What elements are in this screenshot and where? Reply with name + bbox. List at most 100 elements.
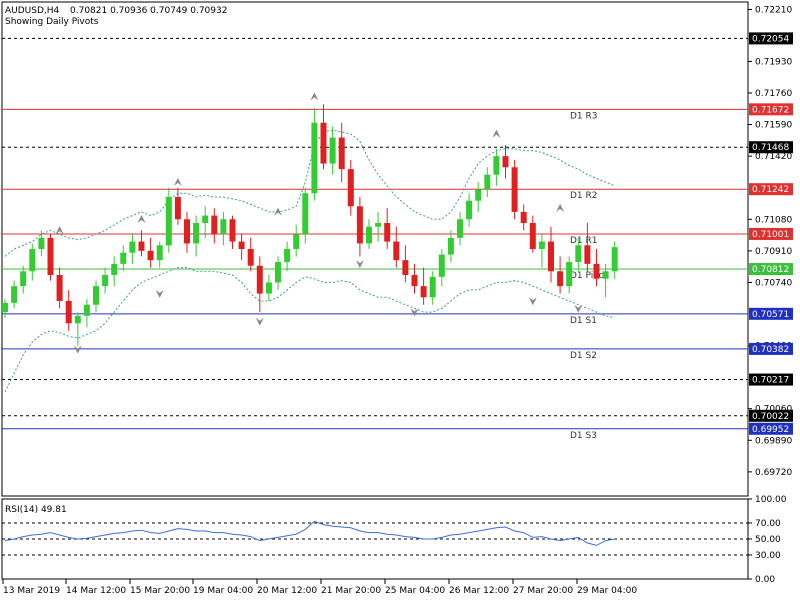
fractal-down-marker [255,317,264,326]
candle-body [466,200,473,220]
pivot-level-label: 0.70382 [752,345,789,355]
candle-body [120,252,127,264]
candle-body [2,302,8,313]
pivot-level-tag [749,263,793,276]
dashed-level-label: 0.71468 [752,143,789,153]
time-tick-label: 27 Mar 20:00 [513,586,573,596]
candle-body [256,265,263,294]
candle-body [502,156,509,168]
candle-body [202,215,209,223]
candle-body [111,263,118,275]
fractal-up-marker [173,177,182,186]
price-tick-label: 0.72210 [755,5,792,15]
time-tick-label: 19 Mar 04:00 [193,586,253,596]
candle-body [611,247,618,272]
candle-body [247,249,254,266]
price-tick-label: 0.69890 [755,436,792,446]
pivot-level-label: 0.71242 [752,185,789,195]
candle-body [83,304,90,316]
price-tick-label: 0.70910 [755,247,792,257]
dashed-level-tag [749,373,793,386]
fractal-down-marker [574,304,583,313]
candle-body [557,271,564,287]
fractal-down-marker [73,345,82,354]
pivot-level-tag [749,422,793,435]
candle-body [238,241,245,249]
candle-body [93,286,99,305]
candle-body [602,271,609,279]
pivot-level-tag [749,307,793,320]
time-tick-label: 21 Mar 20:00 [321,586,381,596]
time-tick-label: 13 Mar 2019 [3,586,60,596]
candle-body [584,245,591,264]
candle-body [375,223,382,227]
pivot-level-name: D1 S2 [570,351,597,361]
pivot-levels: D1 R3 D1 R2 D1 R1 D1 Pivot D1 S1 D1 S2 D1 S3 [2,37,748,441]
pivot-level-label: 0.71672 [752,105,789,115]
candle-body [147,250,154,261]
price-tick-label: 0.71930 [755,57,792,67]
candle-body [447,237,454,255]
candle-body [575,245,582,262]
candle-body [129,241,136,253]
candle-body [275,262,281,283]
candle-body [74,315,81,324]
time-tick-label: 15 Mar 20:00 [130,586,190,596]
time-tick-label: 25 Mar 04:00 [385,586,445,596]
candle-body [320,122,327,164]
dashed-level-tag [749,141,793,154]
fractal-up-marker [137,215,146,223]
fractal-down-marker [528,297,537,306]
candle-body [420,286,427,298]
rsi-line [4,520,615,546]
lower-band-line [4,267,615,393]
upper-band-line [4,129,615,257]
candle-body [457,219,463,238]
rsi-tick-label: 50.00 [755,535,781,545]
price-tick-label: 0.71590 [755,121,792,131]
pivot-level-name: D1 S3 [570,431,597,441]
candle-body [520,211,527,223]
pivot-level-tag [749,183,793,196]
fractal-down-marker [410,308,419,317]
pivot-level-tag [749,103,793,116]
candle-body [56,275,63,301]
candle-body [429,276,436,298]
candle-body [293,234,300,249]
candle-body [356,206,363,244]
candle-body [366,226,372,244]
dashed-level-label: 0.72054 [752,34,789,44]
time-tick-label: 29 Mar 04:00 [577,586,637,596]
rsi-panel: 100.00 70.00 50.00 30.00 0.00 [2,495,787,585]
price-tick-label: 0.71760 [755,89,792,99]
dashed-level-tag [749,32,793,45]
candle-body [411,275,418,287]
main-plot-frame [1,1,749,497]
indicator-note: Showing Daily Pivots [5,17,99,27]
fractal-up-marker [55,226,64,235]
price-tick-label: 0.71420 [755,152,792,162]
candle-body [511,167,518,212]
fractal-up-marker [310,92,319,101]
candle-body [438,254,445,277]
pivot-level-name: D1 R1 [570,236,598,246]
rsi-tick-label: 70.00 [755,519,781,529]
candle-body [47,237,54,275]
candle-body [220,219,227,235]
candle-body [311,122,318,194]
pivot-level-label: 0.69952 [752,425,789,435]
fractal-down-marker [355,260,364,269]
candle-body [184,219,190,244]
candle-body [211,215,218,235]
pivot-level-label: 0.70812 [752,265,789,275]
candle-body [593,263,600,279]
candle-body [302,193,309,235]
rsi-tick-label: 0.00 [755,575,775,585]
candle-body [65,301,72,324]
candle-body [548,241,554,272]
dashed-level-label: 0.70022 [752,412,789,422]
price-axis: 0.72210 0.71930 0.71760 0.71590 0.71420 0.710… [748,5,792,478]
candle-body [347,169,354,207]
candle-body [20,271,27,287]
